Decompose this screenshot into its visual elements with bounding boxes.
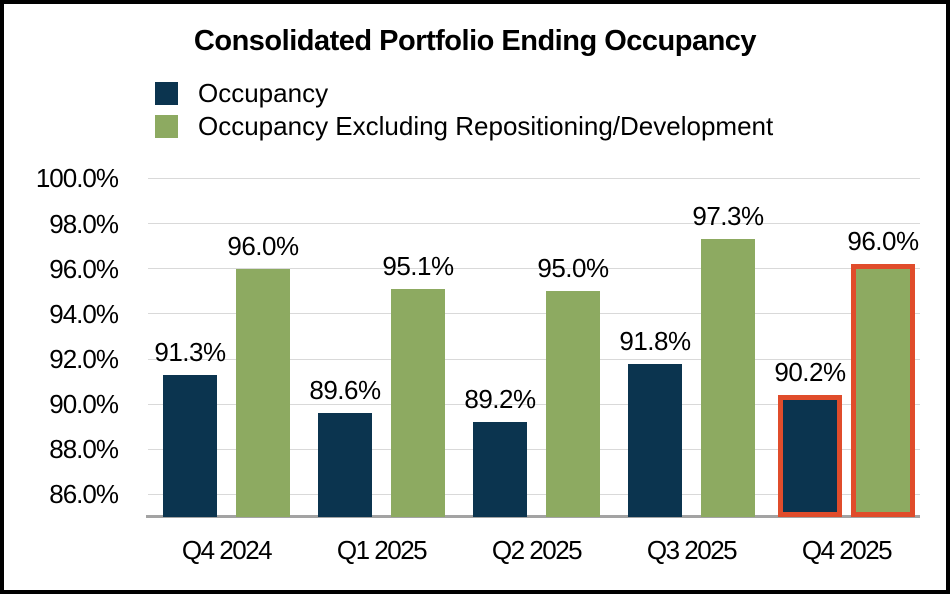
- bar-data-label: 89.6%: [309, 375, 381, 406]
- bar-data-label: 96.0%: [227, 230, 299, 261]
- y-tick-label: 100.0%: [35, 163, 119, 194]
- legend: Occupancy Occupancy Excluding Reposition…: [155, 78, 774, 148]
- gridline: [148, 448, 920, 450]
- bar-occupancy-excluding: [546, 291, 600, 517]
- bar-data-label: 91.3%: [154, 336, 226, 367]
- gridline: [148, 223, 920, 225]
- legend-item-occupancy: Occupancy: [155, 78, 773, 108]
- y-tick-label: 86.0%: [49, 479, 119, 510]
- gridline: [148, 268, 920, 270]
- y-tick-label: 96.0%: [49, 253, 119, 284]
- gridline: [148, 177, 920, 179]
- gridline: [148, 493, 920, 495]
- bar-occupancy: [163, 374, 217, 517]
- bar-data-label: 95.1%: [382, 251, 454, 282]
- legend-item-occupancy-excluding: Occupancy Excluding Repositioning/Develo…: [155, 111, 774, 141]
- bar-occupancy: [318, 413, 372, 517]
- gridline: [148, 358, 920, 360]
- legend-label-occupancy-excluding: Occupancy Excluding Repositioning/Develo…: [198, 111, 774, 141]
- legend-swatch-occupancy: [155, 82, 178, 105]
- x-category-label: Q3 2025: [646, 535, 738, 565]
- y-tick-label: 88.0%: [49, 434, 119, 465]
- bar-data-label: 89.2%: [464, 384, 536, 415]
- bar-data-label: 97.3%: [692, 201, 764, 232]
- bar-data-label: 90.2%: [774, 356, 846, 387]
- y-tick-label: 94.0%: [49, 298, 119, 329]
- y-tick-label: 92.0%: [49, 344, 119, 374]
- bar-data-label: 91.8%: [619, 325, 691, 356]
- x-category-label: Q1 2025: [336, 535, 428, 565]
- bar-occupancy-excluding: [391, 289, 445, 517]
- y-tick-label: 98.0%: [49, 208, 119, 239]
- bar-data-label: 96.0%: [847, 225, 919, 256]
- x-category-label: Q4 2024: [181, 535, 273, 565]
- bar-occupancy-excluding: [236, 268, 290, 517]
- x-category-label: Q2 2025: [491, 535, 583, 565]
- legend-label-occupancy: Occupancy: [198, 78, 329, 108]
- legend-swatch-occupancy-excluding: [155, 115, 178, 138]
- gridline: [148, 313, 920, 315]
- x-category-label: Q4 2025: [801, 535, 893, 565]
- x-axis-line: [146, 515, 920, 518]
- bar-occupancy: [473, 422, 527, 517]
- gridline: [148, 403, 920, 405]
- bar-occupancy-highlighted: [778, 394, 842, 517]
- bar-occupancy: [628, 363, 682, 517]
- bar-occupancy-excluding: [701, 239, 755, 517]
- y-tick-label: 90.0%: [49, 389, 119, 420]
- bar-data-label: 95.0%: [537, 253, 609, 284]
- chart-title: Consolidated Portfolio Ending Occupancy: [193, 25, 757, 57]
- bar-occupancy-excluding-highlighted: [851, 263, 915, 517]
